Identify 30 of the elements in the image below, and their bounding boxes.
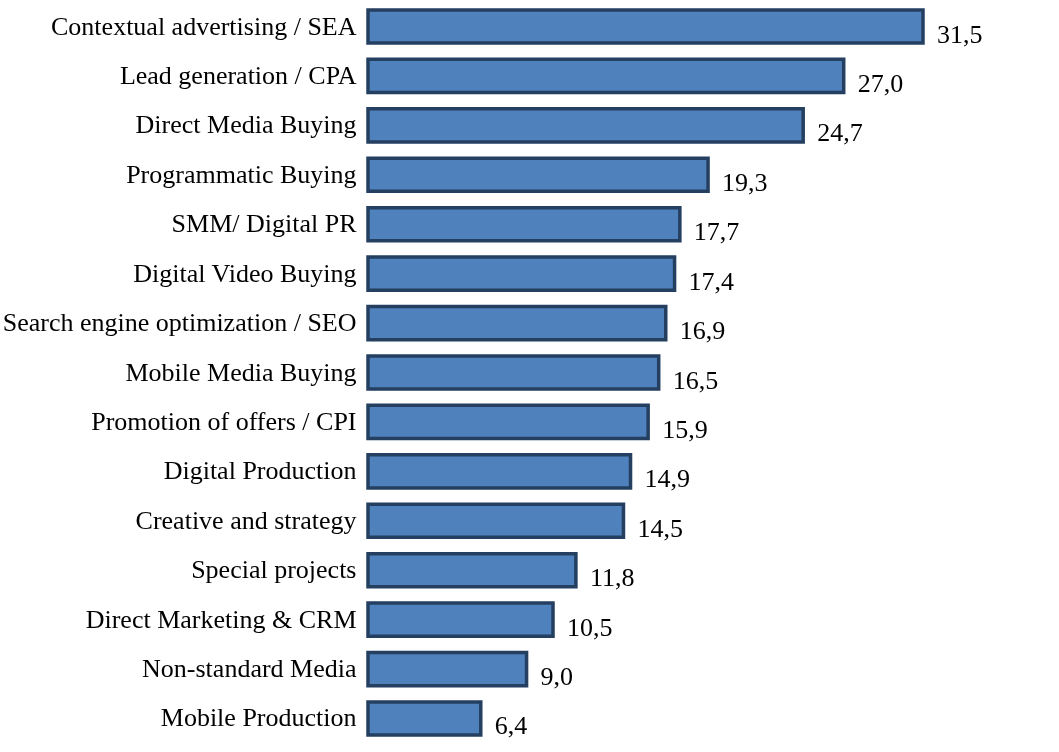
y-tick-label: Search engine optimization / SEO <box>2 308 357 338</box>
data-label: 14,5 <box>637 513 683 543</box>
y-tick-label: Digital Video Buying <box>133 258 357 288</box>
y-tick-label: SMM/ Digital PR <box>171 209 358 239</box>
data-label: 27,0 <box>857 68 904 98</box>
y-tick-label: Lead generation / CPA <box>119 60 357 90</box>
data-label: 16,5 <box>672 365 719 395</box>
data-label: 6,4 <box>494 711 528 741</box>
y-tick-label: Mobile Media Buying <box>125 357 357 387</box>
y-tick-label: Non-standard Media <box>142 654 357 684</box>
y-tick-label: Promotion of offers / CPI <box>91 406 357 436</box>
data-label: 19,3 <box>722 167 768 197</box>
y-tick-label: Contextual advertising / SEA <box>51 11 357 41</box>
data-label: 31,5 <box>937 19 983 49</box>
data-label: 16,9 <box>679 316 726 346</box>
data-label: 10,5 <box>567 612 613 642</box>
y-tick-label: Special projects <box>191 555 357 585</box>
data-label: 9,0 <box>540 662 574 692</box>
data-label: 15,9 <box>662 414 708 444</box>
data-label: 11,8 <box>589 563 635 593</box>
data-label: 24,7 <box>817 118 863 148</box>
y-tick-label: Direct Media Buying <box>135 110 357 140</box>
data-label: 17,4 <box>688 266 735 296</box>
y-tick-label: Mobile Production <box>160 703 357 733</box>
y-tick-label: Direct Marketing & CRM <box>85 604 357 634</box>
data-label: 17,7 <box>693 217 740 247</box>
data-label: 14,9 <box>644 464 691 494</box>
y-tick-label: Programmatic Buying <box>126 159 357 189</box>
y-tick-label: Creative and strategy <box>135 505 357 535</box>
y-tick-label: Digital Production <box>163 456 357 486</box>
